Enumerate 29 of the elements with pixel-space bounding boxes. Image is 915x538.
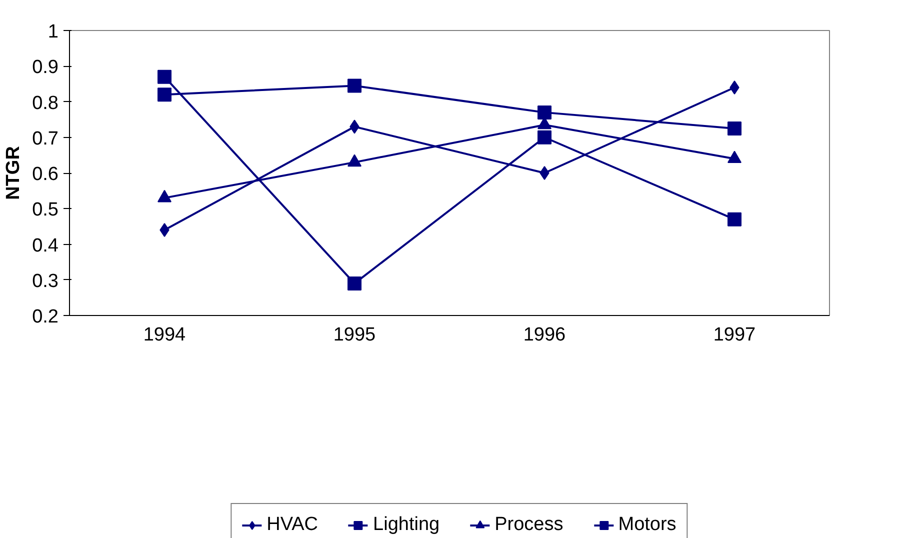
point [160,223,170,237]
y-tick-label: 1 [48,22,59,42]
y-tick-label: 0.8 [32,92,59,114]
x-tick-label: 1995 [333,324,376,346]
y-tick-label: 0.5 [32,200,59,221]
point [728,121,742,136]
point [540,166,550,180]
point [158,88,172,102]
point [538,130,552,144]
y-tick-label: 0.3 [32,270,59,292]
point [728,212,742,226]
x-tick-label: 1994 [143,324,186,346]
x-tick-label: 1996 [523,324,566,346]
point [348,78,362,93]
legend-label: Lighting [373,514,440,536]
point [348,276,362,290]
y-tick-label: 0.6 [32,164,59,185]
y-tick-label: 0.7 [32,128,59,150]
point [730,80,740,94]
point [538,105,552,120]
y-axis-title: NTGR [3,146,24,200]
point [158,70,172,84]
legend-label: HVAC [266,514,318,536]
y-tick-label: 0.4 [32,235,59,256]
y-tick-label: 0.2 [32,306,59,328]
y-tick-label: 0.9 [32,57,59,78]
x-tick-label: 1997 [713,324,756,346]
legend-label: Motors [618,514,676,536]
legend-label: Process [494,514,564,536]
